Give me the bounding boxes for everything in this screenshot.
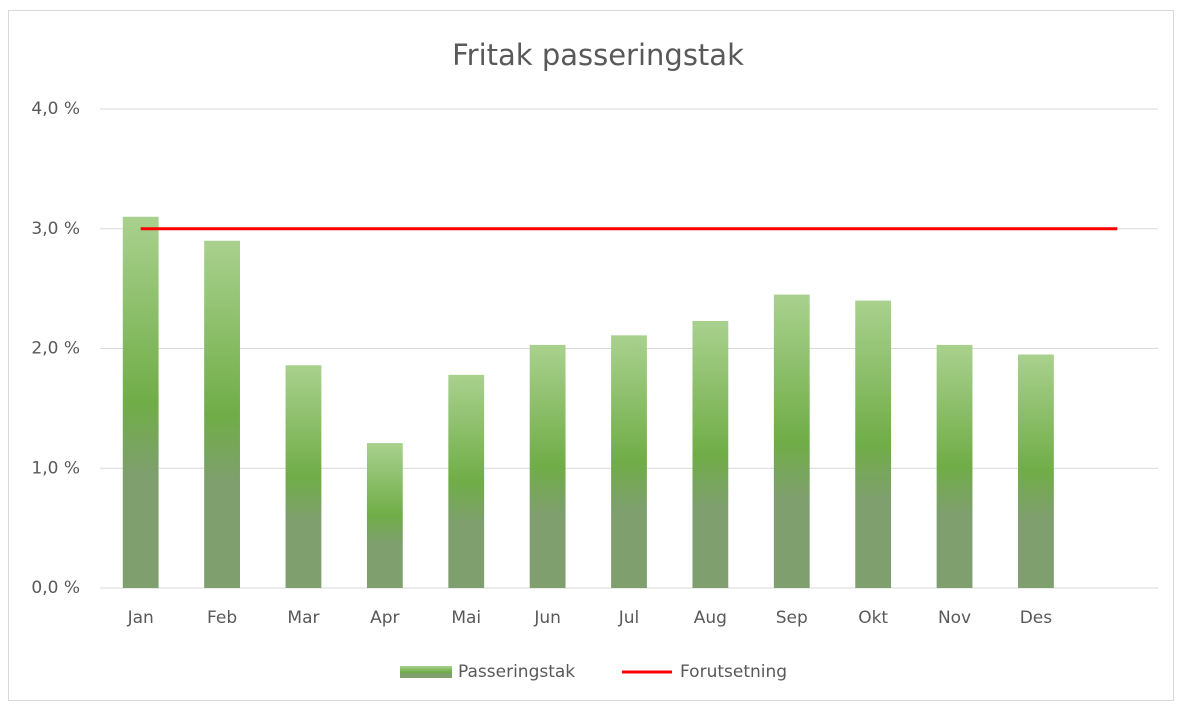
bar	[1018, 354, 1054, 588]
x-tick-label: Jan	[127, 608, 154, 628]
y-tick-label: 0,0 %	[31, 578, 80, 598]
y-tick-label: 3,0 %	[31, 219, 80, 239]
bar	[122, 216, 159, 588]
x-tick-label: Feb	[207, 608, 237, 628]
bar	[855, 300, 892, 588]
x-tick-label: Sep	[776, 608, 808, 628]
x-tick-label: Nov	[938, 608, 971, 628]
y-tick-label: 2,0 %	[31, 339, 80, 359]
legend-swatch	[400, 666, 452, 678]
bar	[692, 320, 729, 588]
bar	[773, 294, 810, 588]
x-tick-label: Mar	[287, 608, 319, 628]
x-tick-label: Des	[1020, 608, 1053, 628]
x-tick-label: Okt	[858, 608, 888, 628]
bar	[611, 335, 647, 588]
bar	[366, 443, 403, 588]
x-tick-label: Jun	[533, 608, 561, 628]
x-tick-label: Jul	[618, 608, 640, 628]
x-tick-label: Apr	[370, 608, 399, 628]
bar	[529, 344, 566, 588]
chart-title: Fritak passeringstak	[452, 38, 744, 72]
y-tick-label: 1,0 %	[31, 458, 80, 478]
legend-label: Passeringstak	[458, 662, 575, 682]
legend-label: Forutsetning	[680, 662, 787, 682]
chart-frame	[8, 10, 1174, 701]
bar	[448, 374, 485, 588]
bar	[204, 240, 240, 588]
bar	[285, 365, 322, 588]
y-tick-label: 4,0 %	[31, 99, 80, 119]
bar	[936, 344, 973, 588]
x-tick-label: Aug	[694, 608, 727, 628]
x-tick-label: Mai	[451, 608, 481, 628]
